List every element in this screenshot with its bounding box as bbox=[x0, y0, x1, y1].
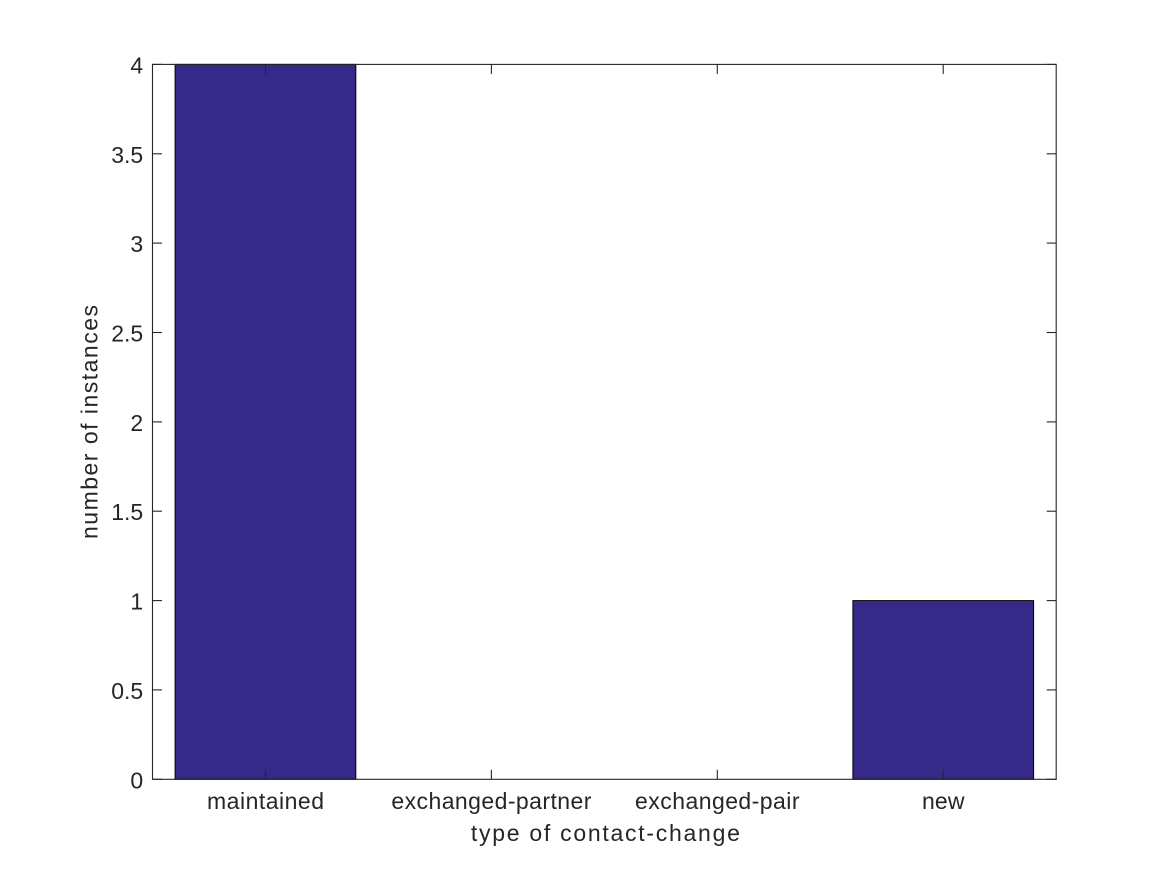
svg-text:exchanged-pair: exchanged-pair bbox=[635, 788, 800, 814]
svg-text:1: 1 bbox=[130, 589, 143, 615]
svg-text:0: 0 bbox=[130, 767, 143, 793]
svg-text:new: new bbox=[922, 788, 965, 814]
svg-text:maintained: maintained bbox=[207, 788, 324, 814]
svg-text:3.5: 3.5 bbox=[111, 142, 143, 168]
svg-text:2: 2 bbox=[130, 410, 143, 436]
svg-text:4: 4 bbox=[130, 52, 143, 78]
svg-text:2.5: 2.5 bbox=[111, 321, 143, 347]
svg-text:0.5: 0.5 bbox=[111, 678, 143, 704]
svg-text:exchanged-partner: exchanged-partner bbox=[391, 788, 591, 814]
svg-text:type of contact-change: type of contact-change bbox=[471, 820, 740, 846]
svg-text:3: 3 bbox=[130, 231, 143, 257]
svg-text:1.5: 1.5 bbox=[111, 499, 143, 525]
svg-text:number of instances: number of instances bbox=[77, 305, 103, 539]
